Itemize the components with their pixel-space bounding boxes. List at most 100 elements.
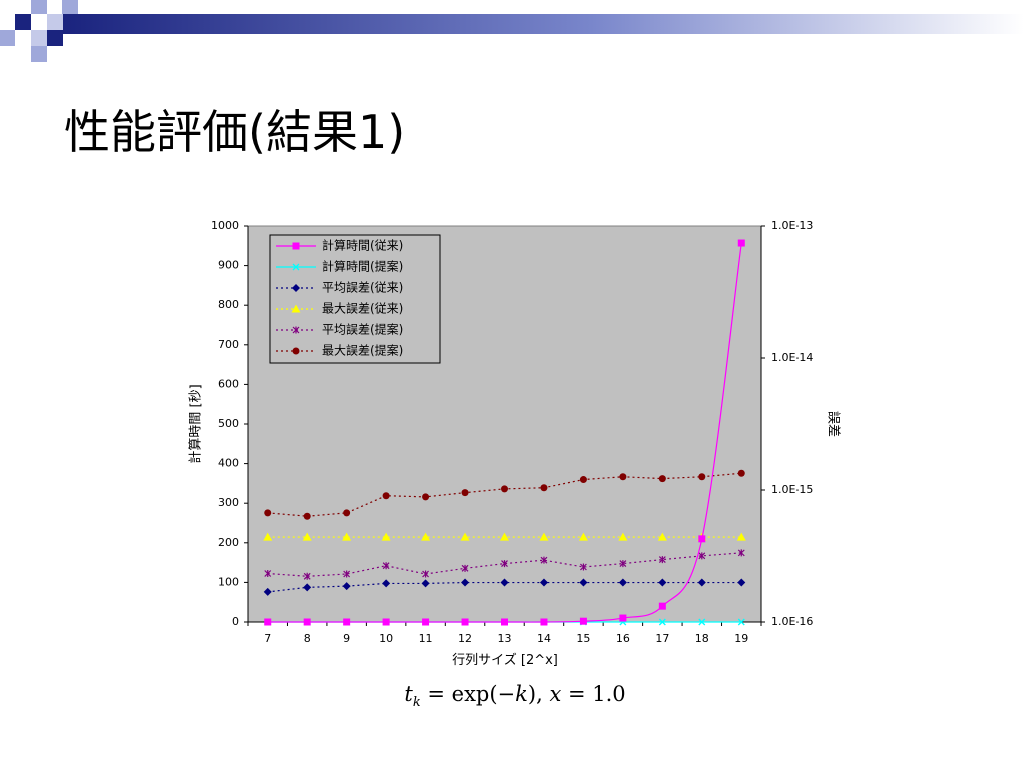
- x-tick-label: 11: [419, 632, 433, 645]
- data-point: [618, 578, 627, 587]
- legend-item: 最大誤差(提案): [276, 343, 403, 358]
- data-point: [579, 578, 588, 587]
- data-point: [736, 532, 746, 541]
- x-tick-label: 8: [304, 632, 311, 645]
- data-point: [382, 579, 391, 588]
- x-tick-label: 14: [537, 632, 551, 645]
- data-point: [658, 475, 666, 483]
- data-point: [343, 570, 351, 578]
- x-tick-label: 7: [264, 632, 271, 645]
- legend-label: 計算時間(従来): [322, 238, 403, 253]
- data-point: [461, 578, 470, 587]
- data-point: [422, 570, 430, 578]
- header-square: [31, 30, 47, 46]
- data-point: [422, 493, 430, 501]
- x-tick-label: 17: [655, 632, 669, 645]
- data-point: [501, 485, 508, 493]
- header-square: [15, 14, 31, 30]
- header-square: [62, 0, 78, 14]
- formula-k: k: [515, 682, 528, 706]
- formula-eq3: = 1.0: [561, 682, 626, 706]
- data-point: [382, 562, 390, 570]
- formula-eq2: ),: [527, 682, 550, 706]
- header-square: [31, 0, 47, 14]
- y-tick-label: 700: [218, 338, 239, 351]
- data-point: [264, 570, 272, 578]
- y-tick-label: 900: [218, 259, 239, 272]
- series-6: [264, 469, 745, 520]
- series-1: [264, 239, 745, 626]
- data-point: [382, 492, 390, 500]
- x-tick-label: 16: [616, 632, 630, 645]
- legend-swatch-marker: [292, 284, 300, 292]
- data-point: [263, 587, 272, 596]
- legend-label: 平均誤差(従来): [322, 280, 403, 295]
- header-square: [47, 30, 63, 46]
- formula-caption: tk = exp(−k), x = 1.0: [380, 682, 650, 710]
- data-point: [500, 578, 509, 587]
- data-point: [342, 532, 352, 541]
- data-point: [540, 618, 548, 626]
- data-point: [737, 239, 745, 247]
- series-5: [264, 549, 745, 580]
- data-point: [619, 560, 627, 568]
- data-point: [737, 469, 745, 477]
- data-point: [461, 489, 469, 497]
- data-point: [698, 618, 706, 626]
- data-point: [658, 556, 666, 564]
- x-tick-label: 12: [458, 632, 472, 645]
- data-point: [658, 578, 667, 587]
- formula-k-subscript: k: [412, 695, 421, 711]
- x-tick-label: 15: [576, 632, 590, 645]
- series-4: [263, 532, 746, 541]
- data-point: [302, 532, 312, 541]
- x-tick-label: 10: [379, 632, 393, 645]
- x-axis-label: 行列サイズ [2^x]: [452, 652, 558, 668]
- data-point: [381, 532, 391, 541]
- data-point: [501, 560, 508, 568]
- series-line: [267, 242, 742, 623]
- y-tick-label: 800: [218, 298, 239, 311]
- data-point: [421, 532, 431, 541]
- header-decoration: [0, 0, 1024, 62]
- legend-label: 計算時間(提案): [322, 259, 403, 274]
- y2-tick-label: 1.0E-13: [771, 219, 813, 232]
- data-point: [737, 549, 745, 557]
- x-tick-label: 19: [734, 632, 748, 645]
- data-point: [303, 618, 311, 626]
- slide-title: 性能評価(結果1): [64, 105, 406, 159]
- y-tick-label: 400: [218, 457, 239, 470]
- data-point: [303, 512, 311, 520]
- data-point: [658, 618, 666, 626]
- header-square: [0, 0, 14, 14]
- legend-swatch-marker: [292, 347, 300, 355]
- y-tick-label: 100: [218, 575, 239, 588]
- y2-axis-label: 誤差: [826, 411, 842, 437]
- data-point: [737, 618, 745, 626]
- legend-item: 最大誤差(従来): [276, 301, 403, 316]
- legend-item: 計算時間(従来): [276, 238, 403, 253]
- formula-t: t: [404, 682, 413, 706]
- header-square: [31, 46, 47, 62]
- data-point: [461, 618, 469, 626]
- y-axis-label: 計算時間 [秒]: [188, 384, 204, 463]
- legend-swatch-marker: [291, 304, 301, 313]
- header-gradient-bar: [62, 14, 1024, 34]
- y-tick-label: 0: [232, 615, 239, 628]
- data-point: [343, 509, 351, 517]
- legend-label: 最大誤差(提案): [322, 343, 403, 358]
- y-tick-label: 200: [218, 536, 239, 549]
- legend-item: 計算時間(提案): [276, 259, 403, 274]
- data-point: [303, 583, 312, 592]
- data-point: [460, 532, 470, 541]
- data-point: [618, 532, 628, 541]
- data-point: [579, 617, 587, 625]
- data-point: [578, 532, 588, 541]
- series-3: [263, 578, 746, 596]
- formula-eq1: = exp(−: [420, 682, 516, 706]
- data-point: [342, 582, 351, 591]
- data-point: [263, 532, 273, 541]
- data-point: [382, 618, 390, 626]
- data-point: [539, 578, 548, 587]
- x-tick-label: 18: [695, 632, 709, 645]
